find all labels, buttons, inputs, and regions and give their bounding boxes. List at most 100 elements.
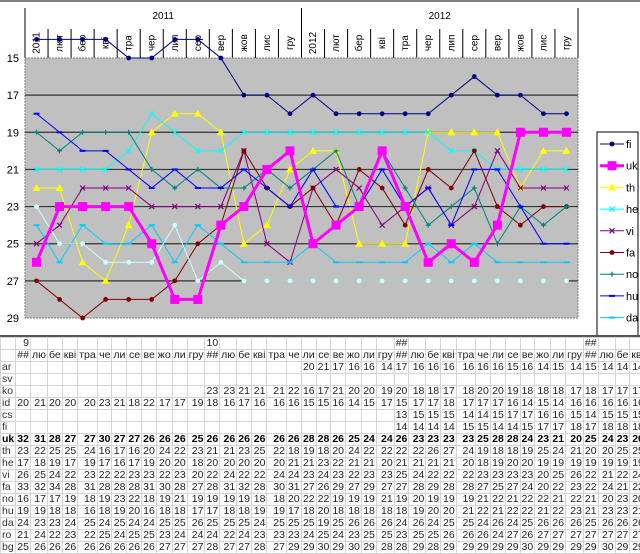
cell[interactable] bbox=[78, 362, 98, 374]
cell[interactable]: 24 bbox=[205, 530, 220, 542]
cell[interactable]: 23 bbox=[566, 482, 584, 494]
cell[interactable]: 26 bbox=[535, 518, 551, 530]
cell[interactable] bbox=[316, 374, 331, 386]
cell[interactable]: 26 bbox=[267, 434, 287, 446]
cell[interactable]: 14 bbox=[566, 362, 584, 374]
cell[interactable]: 24 bbox=[520, 434, 535, 446]
cell[interactable]: 17 bbox=[566, 386, 584, 398]
cell[interactable]: 24 bbox=[127, 518, 142, 530]
cell[interactable] bbox=[142, 386, 157, 398]
cell[interactable]: 16 bbox=[286, 398, 301, 410]
cell[interactable]: 16 bbox=[551, 410, 566, 422]
cell[interactable] bbox=[187, 338, 205, 350]
cell[interactable]: 26 bbox=[490, 518, 505, 530]
cell[interactable]: 20 bbox=[598, 446, 615, 458]
cell[interactable] bbox=[237, 362, 252, 374]
cell[interactable] bbox=[78, 386, 98, 398]
cell[interactable]: 23 bbox=[78, 470, 98, 482]
cell[interactable]: 17 bbox=[598, 386, 615, 398]
cell[interactable]: 23 bbox=[205, 386, 220, 398]
cell[interactable]: 22 bbox=[172, 446, 187, 458]
cell[interactable] bbox=[286, 362, 301, 374]
cell[interactable]: 25 bbox=[409, 530, 426, 542]
cell[interactable]: 17 bbox=[156, 398, 172, 410]
cell[interactable]: 27 bbox=[476, 482, 491, 494]
cell[interactable]: 26 bbox=[615, 518, 630, 530]
cell[interactable]: 25 bbox=[361, 530, 376, 542]
cell[interactable]: 22 bbox=[520, 506, 535, 518]
cell[interactable]: 16 bbox=[97, 446, 112, 458]
cell[interactable] bbox=[551, 374, 566, 386]
cell[interactable]: 17 bbox=[630, 386, 640, 398]
cell[interactable]: 25 bbox=[97, 530, 112, 542]
cell[interactable]: 22 bbox=[394, 446, 409, 458]
cell[interactable]: 20 bbox=[205, 458, 220, 470]
cell[interactable]: 22 bbox=[301, 494, 316, 506]
cell[interactable] bbox=[30, 422, 47, 434]
cell[interactable]: 17 bbox=[172, 398, 187, 410]
cell[interactable] bbox=[346, 410, 362, 422]
cell[interactable] bbox=[156, 422, 172, 434]
cell[interactable]: 20 bbox=[331, 446, 346, 458]
cell[interactable]: 24 bbox=[267, 470, 287, 482]
cell[interactable]: 24 bbox=[142, 518, 157, 530]
cell[interactable]: 24 bbox=[551, 446, 566, 458]
cell[interactable]: 26 bbox=[426, 446, 441, 458]
cell[interactable] bbox=[142, 374, 157, 386]
row-label[interactable]: id bbox=[1, 398, 16, 410]
cell[interactable]: жо bbox=[346, 350, 362, 362]
cell[interactable]: 18 bbox=[30, 458, 47, 470]
cell[interactable] bbox=[267, 374, 287, 386]
cell[interactable] bbox=[237, 422, 252, 434]
cell[interactable]: 28 bbox=[441, 482, 457, 494]
cell[interactable]: 26 bbox=[286, 434, 301, 446]
cell[interactable]: гру bbox=[566, 350, 584, 362]
cell[interactable] bbox=[566, 374, 584, 386]
cell[interactable]: 23 bbox=[112, 494, 127, 506]
cell[interactable]: 18 bbox=[535, 386, 551, 398]
cell[interactable] bbox=[112, 338, 127, 350]
cell[interactable] bbox=[361, 410, 376, 422]
cell[interactable] bbox=[441, 374, 457, 386]
cell[interactable]: 27 bbox=[615, 530, 630, 542]
cell[interactable]: 25 bbox=[47, 446, 62, 458]
cell[interactable]: 23 bbox=[476, 470, 491, 482]
cell[interactable]: 17 bbox=[520, 410, 535, 422]
cell[interactable]: 18 bbox=[426, 386, 441, 398]
cell[interactable]: 21 bbox=[598, 470, 615, 482]
row-label[interactable]: cs bbox=[1, 410, 16, 422]
cell[interactable]: 21 bbox=[220, 446, 237, 458]
cell[interactable]: 27 bbox=[187, 482, 205, 494]
cell[interactable]: 21 bbox=[630, 506, 640, 518]
cell[interactable]: 20 bbox=[409, 494, 426, 506]
cell[interactable] bbox=[112, 362, 127, 374]
cell[interactable]: 24 bbox=[361, 434, 376, 446]
cell[interactable]: 15 bbox=[361, 398, 376, 410]
cell[interactable]: 23 bbox=[615, 494, 630, 506]
cell[interactable]: 27 bbox=[346, 482, 362, 494]
cell[interactable]: 22 bbox=[566, 494, 584, 506]
cell[interactable]: ве bbox=[520, 350, 535, 362]
cell[interactable]: 23 bbox=[426, 434, 441, 446]
cell[interactable]: 22 bbox=[30, 446, 47, 458]
cell[interactable] bbox=[187, 410, 205, 422]
cell[interactable]: 18 bbox=[286, 446, 301, 458]
cell[interactable]: 16 bbox=[566, 398, 584, 410]
cell[interactable]: 20 bbox=[490, 386, 505, 398]
cell[interactable]: се bbox=[127, 350, 142, 362]
cell[interactable]: 18 bbox=[156, 506, 172, 518]
cell[interactable]: 21 bbox=[346, 458, 362, 470]
cell[interactable] bbox=[16, 422, 31, 434]
cell[interactable] bbox=[251, 362, 267, 374]
cell[interactable]: 23 bbox=[409, 434, 426, 446]
cell[interactable]: 16 bbox=[598, 398, 615, 410]
cell[interactable]: 25 bbox=[142, 530, 157, 542]
cell[interactable]: 15 bbox=[301, 398, 316, 410]
cell[interactable]: 20 bbox=[426, 506, 441, 518]
cell[interactable]: 20 bbox=[361, 386, 376, 398]
cell[interactable]: 27 bbox=[112, 434, 127, 446]
cell[interactable]: 26 bbox=[331, 434, 346, 446]
cell[interactable] bbox=[301, 422, 316, 434]
cell[interactable]: 15 bbox=[566, 410, 584, 422]
cell[interactable]: 24 bbox=[30, 530, 47, 542]
